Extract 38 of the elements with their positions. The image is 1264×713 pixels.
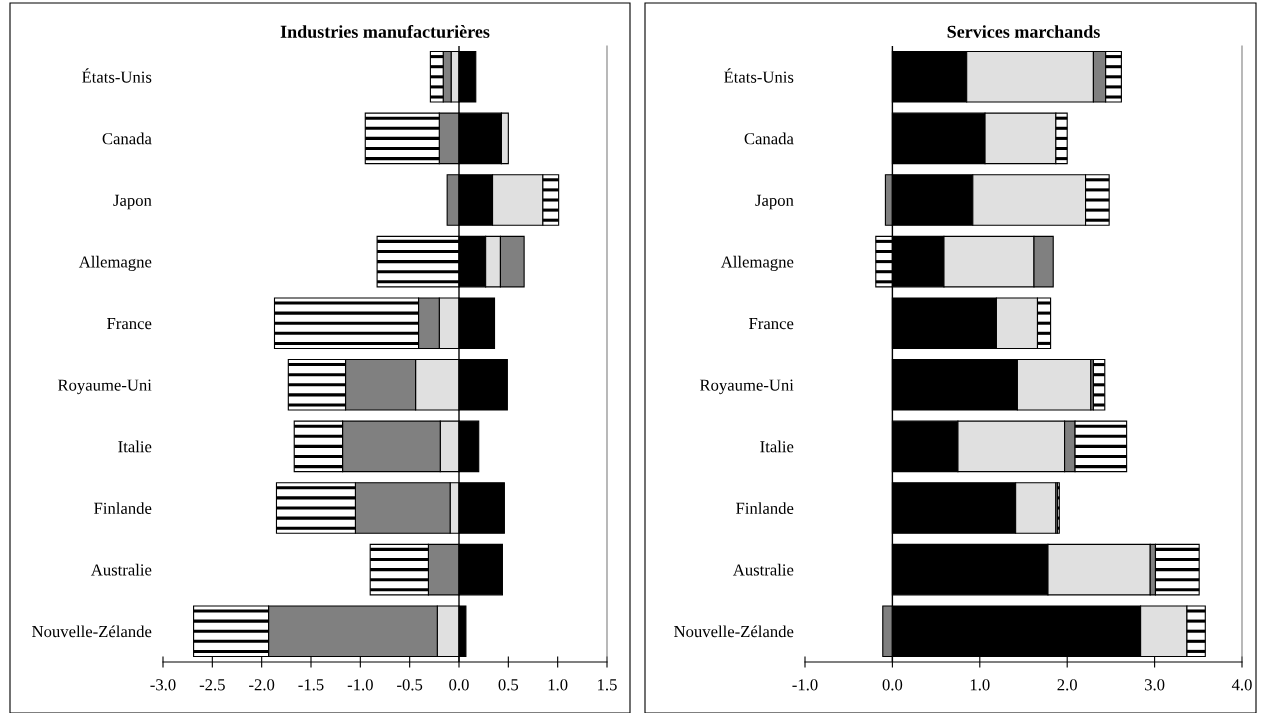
chart-title: Services marchands xyxy=(947,25,1100,38)
x-tick-label: -0.5 xyxy=(397,679,423,691)
y-tick-label: Royaume-Uni xyxy=(57,379,152,395)
x-tick-label: -3.0 xyxy=(150,679,176,691)
y-tick-label: Nouvelle-Zélande xyxy=(674,625,794,638)
x-tick-label: 1.5 xyxy=(598,679,617,691)
x-tick-label: -1.0 xyxy=(347,679,373,691)
x-tick-label: -2.5 xyxy=(199,679,225,691)
y-tick-label: Italie xyxy=(760,440,794,453)
y-tick-label: France xyxy=(107,318,152,330)
x-tick-label: -1.0 xyxy=(792,679,818,691)
x-tick-label: 0.5 xyxy=(498,679,519,691)
x-tick-label: 2.0 xyxy=(1057,679,1077,691)
y-tick-label: États-Unis xyxy=(82,68,152,83)
x-tick-label: 0.0 xyxy=(882,679,903,691)
x-tick-label: -2.0 xyxy=(249,679,275,691)
y-tick-label: Australie xyxy=(90,563,152,576)
x-tick-label: 3.0 xyxy=(1144,679,1165,691)
y-tick-label: Royaume-Uni xyxy=(699,379,794,395)
y-tick-label: Finlande xyxy=(94,502,152,514)
chart-title: Industries manufacturières xyxy=(280,24,490,38)
y-tick-label: Italie xyxy=(118,440,152,453)
x-tick-label: -1.5 xyxy=(298,679,324,691)
y-tick-label: Canada xyxy=(744,132,794,145)
x-tick-label: 1.0 xyxy=(970,679,990,691)
y-tick-label: Allemagne xyxy=(720,255,794,271)
y-tick-label: Australie xyxy=(732,563,794,576)
y-tick-label: Allemagne xyxy=(78,255,152,271)
x-tick-label: 4.0 xyxy=(1231,679,1252,691)
y-tick-label: États-Unis xyxy=(724,68,794,83)
x-tick-label: 1.0 xyxy=(548,679,568,691)
x-tick-label: 0.0 xyxy=(449,679,469,691)
y-tick-label: France xyxy=(749,318,794,330)
y-tick-label: Japon xyxy=(755,194,794,210)
y-tick-label: Finlande xyxy=(736,502,794,514)
y-tick-label: Nouvelle-Zélande xyxy=(32,625,152,638)
y-tick-label: Canada xyxy=(102,132,152,145)
y-tick-label: Japon xyxy=(113,194,152,210)
